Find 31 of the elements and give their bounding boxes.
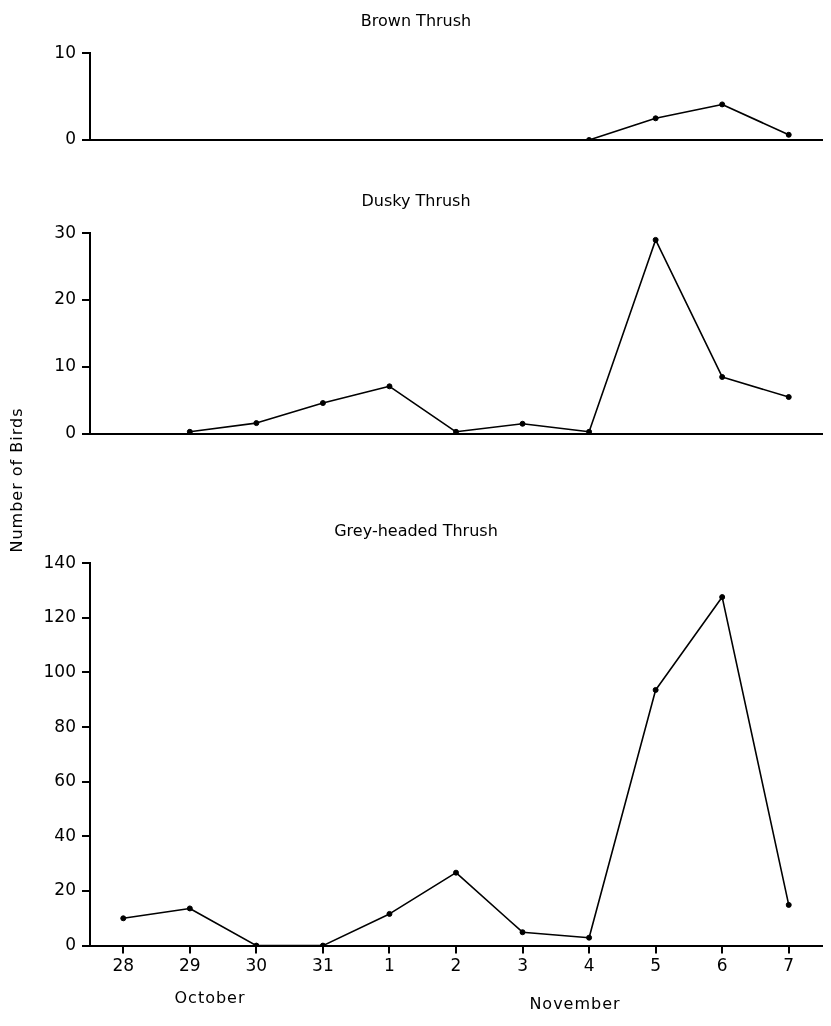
y-tick-label: 60: [54, 770, 76, 791]
y-tick-label: 30: [54, 221, 76, 242]
y-tick-label: 20: [54, 879, 76, 900]
x-tick-label: 6: [716, 955, 728, 976]
x-tick-label: 3: [517, 955, 528, 976]
y-tick-label: 0: [65, 934, 76, 955]
chart-title: Dusky Thrush: [361, 190, 471, 210]
x-tick-label: 1: [384, 955, 395, 976]
chart-title: Grey-headed Thrush: [334, 520, 498, 540]
x-tick-label: 29: [179, 955, 201, 976]
y-tick-label: 40: [54, 824, 76, 845]
y-tick-label: 100: [43, 660, 76, 681]
y-tick-label: 10: [54, 355, 76, 376]
x-tick-label: 28: [112, 955, 135, 976]
x-tick-label: 31: [312, 955, 334, 976]
text: October: [174, 988, 246, 1007]
y-axis-title: Number of Birds: [6, 407, 26, 553]
x-tick-label: 5: [650, 955, 662, 976]
x-tick-label: 7: [783, 955, 795, 976]
y-tick-label: 120: [43, 606, 76, 627]
x-tick-label: 30: [245, 955, 268, 976]
y-tick-label: 10: [54, 41, 76, 62]
x-tick-label: 4: [583, 955, 595, 976]
y-tick-label: 0: [65, 422, 76, 443]
text: November: [529, 994, 621, 1013]
x-tick-label: 2: [450, 955, 462, 976]
y-tick-label: 0: [65, 128, 76, 149]
chart-title: Brown Thrush: [360, 10, 472, 30]
y-tick-label: 80: [54, 715, 76, 736]
y-tick-label: 20: [54, 288, 76, 309]
y-tick-label: 140: [43, 551, 76, 572]
